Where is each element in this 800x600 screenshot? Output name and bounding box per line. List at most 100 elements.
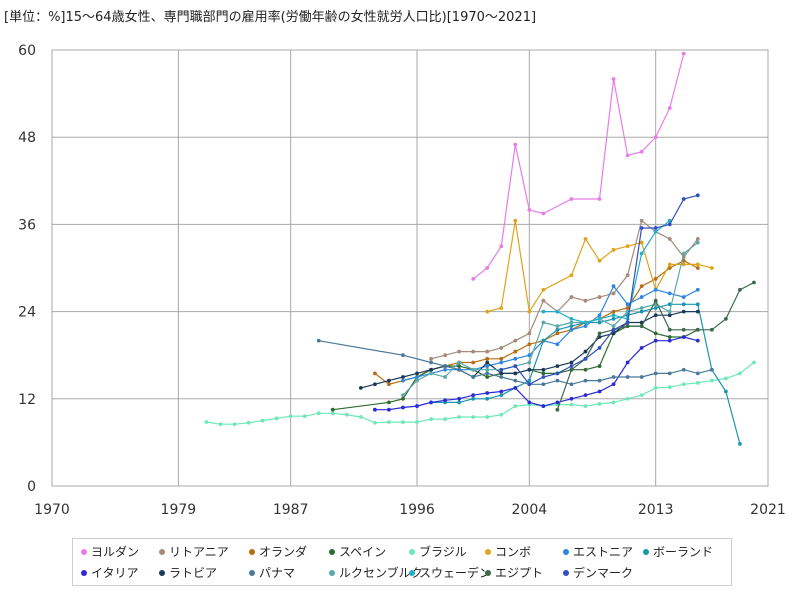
data-point xyxy=(443,353,447,358)
data-point xyxy=(611,284,616,289)
data-point xyxy=(695,262,700,267)
data-point xyxy=(443,417,447,422)
data-point xyxy=(499,389,504,394)
legend-item: ラトビア xyxy=(159,564,217,581)
data-point xyxy=(639,218,644,223)
data-point xyxy=(513,142,518,147)
legend-item: ヨルダン xyxy=(81,543,139,560)
data-point xyxy=(513,356,518,361)
data-point xyxy=(527,382,532,387)
data-point xyxy=(499,360,504,365)
data-point xyxy=(429,400,433,405)
series-line-13 xyxy=(543,220,671,324)
data-point xyxy=(625,360,630,365)
data-point xyxy=(695,309,700,314)
data-point xyxy=(569,327,574,332)
data-point xyxy=(569,295,574,299)
data-point xyxy=(695,327,700,332)
data-point xyxy=(611,77,616,81)
data-point xyxy=(709,266,714,270)
data-point xyxy=(653,298,658,303)
data-point xyxy=(373,371,377,376)
data-point xyxy=(709,327,714,332)
legend-swatch xyxy=(485,569,491,576)
data-point xyxy=(695,338,700,343)
data-point xyxy=(485,371,490,376)
data-point xyxy=(541,382,546,387)
data-point xyxy=(485,375,490,379)
data-point xyxy=(667,327,672,332)
data-point xyxy=(597,320,602,325)
data-point xyxy=(555,400,560,405)
data-point xyxy=(583,349,588,354)
data-point xyxy=(316,411,321,416)
data-point xyxy=(471,367,476,372)
data-point xyxy=(499,393,504,398)
legend-item: デンマーク xyxy=(563,564,633,581)
legend-label: パナマ xyxy=(259,566,296,580)
data-point xyxy=(653,135,658,140)
data-point xyxy=(723,376,728,381)
data-point xyxy=(653,371,658,376)
data-point xyxy=(555,378,560,383)
data-point xyxy=(499,306,504,310)
data-point xyxy=(555,324,560,329)
data-point xyxy=(569,197,574,201)
data-point xyxy=(695,266,700,270)
data-point xyxy=(541,320,546,325)
legend: ヨルダン リトアニア オランダ スペイン ブラジル コンボ エストニア ボーランド イタリア ラト… xyxy=(72,538,732,586)
data-point xyxy=(597,197,602,201)
legend-swatch xyxy=(249,548,255,555)
data-point xyxy=(681,335,686,339)
data-point xyxy=(625,375,630,379)
data-point xyxy=(527,331,532,336)
data-point xyxy=(527,353,532,358)
data-point xyxy=(695,193,700,198)
data-point xyxy=(555,364,560,368)
series-line-2 xyxy=(430,219,699,360)
data-point xyxy=(667,222,672,227)
data-point xyxy=(316,338,321,343)
data-point xyxy=(471,396,476,401)
data-point xyxy=(667,237,672,241)
data-point xyxy=(583,378,588,383)
data-point xyxy=(611,400,616,405)
legend-swatch xyxy=(409,548,415,555)
legend-label: スウェーデン xyxy=(419,566,492,580)
data-point xyxy=(569,316,574,321)
data-point xyxy=(583,356,588,361)
data-point xyxy=(429,360,433,365)
data-point xyxy=(415,404,419,408)
data-point xyxy=(653,386,658,390)
data-point xyxy=(527,309,532,314)
data-point xyxy=(513,364,518,368)
x-tick-label: 2004 xyxy=(512,502,548,518)
data-point xyxy=(611,327,616,332)
data-point xyxy=(513,371,518,376)
legend-label: エストニア xyxy=(573,545,634,559)
data-point xyxy=(415,420,419,424)
data-point xyxy=(541,287,546,292)
data-point xyxy=(639,324,644,329)
data-point xyxy=(597,331,602,336)
legend-item: コンボ xyxy=(485,543,531,560)
data-point xyxy=(541,338,546,343)
data-point xyxy=(639,309,644,314)
data-point xyxy=(387,420,391,424)
legend-item: スウェーデン xyxy=(409,564,491,581)
data-point xyxy=(639,149,644,154)
legend-label: エジプト xyxy=(495,566,544,580)
data-point xyxy=(681,51,686,56)
data-point xyxy=(471,393,476,398)
data-point xyxy=(625,324,630,329)
data-point xyxy=(639,295,644,299)
series-line-9 xyxy=(374,336,698,411)
y-tick-label: 0 xyxy=(27,479,36,495)
data-point xyxy=(457,396,462,401)
data-point xyxy=(738,371,742,376)
series-line-1 xyxy=(472,53,685,280)
data-point xyxy=(569,273,574,278)
data-point xyxy=(485,367,490,372)
data-point xyxy=(569,402,574,407)
legend-label: イタリア xyxy=(91,566,139,580)
